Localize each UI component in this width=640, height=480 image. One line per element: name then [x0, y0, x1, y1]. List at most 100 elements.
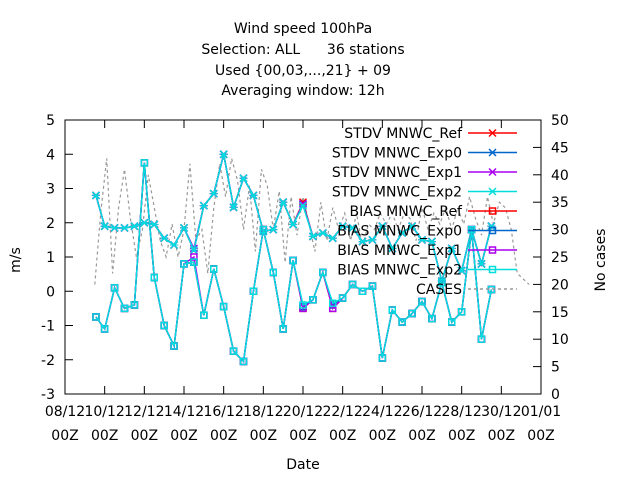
data-point: [269, 268, 277, 277]
legend-marker: [488, 226, 497, 235]
data-point: [92, 313, 100, 321]
y2-tick-label: 45: [551, 140, 569, 156]
series-line: [95, 162, 493, 364]
title-line-1: Wind speed 100hPa: [234, 21, 372, 37]
legend-entry: STDV MNWC_Exp0: [332, 146, 517, 162]
legend-label: BIAS MNWC_Ref: [350, 204, 464, 220]
axes: -3-2-10123450510152025303540455008/1200Z…: [41, 113, 569, 444]
cases-line: [94, 158, 530, 285]
y2-tick-label: 15: [551, 305, 569, 321]
data-point: [229, 347, 238, 355]
data-point: [249, 287, 258, 295]
x-tick-time: 00Z: [131, 428, 158, 444]
data-point: [329, 299, 337, 307]
data-point: [467, 225, 476, 234]
x-tick-date: 18/12: [243, 404, 283, 420]
y2-tick-label: 50: [551, 113, 569, 129]
data-point: [358, 287, 367, 295]
y2-tick-label: 35: [551, 195, 569, 211]
data-point: [180, 260, 188, 268]
x-tick-time: 00Z: [329, 428, 356, 444]
y-axis-label: m/s: [8, 247, 24, 273]
data-point: [309, 296, 317, 304]
x-tick-time: 00Z: [448, 428, 475, 444]
cases-layer: [94, 158, 530, 285]
x-tick-date: 30/12: [481, 404, 521, 420]
y-tick-label: 4: [46, 147, 55, 163]
x-tick-date: 26/12: [402, 404, 442, 420]
data-point: [210, 265, 218, 273]
data-point: [398, 318, 406, 326]
x-tick-date: 12/12: [124, 404, 164, 420]
x-tick-time: 00Z: [210, 428, 237, 444]
y-tick-label: 0: [46, 284, 55, 300]
data-point: [150, 273, 158, 282]
data-point: [110, 284, 119, 292]
title-line-2: Selection: ALL 36 stations: [201, 42, 404, 58]
legend-label: STDV MNWC_Exp2: [332, 185, 462, 201]
data-point: [239, 357, 248, 366]
data-point: [130, 301, 139, 309]
legend-entry: CASES: [416, 282, 517, 298]
legend: STDV MNWC_Ref STDV MNWC_Exp0 STDV MNWC_Exp…: [332, 126, 517, 298]
x-tick-date: 16/12: [203, 404, 243, 420]
legend-marker: [488, 265, 497, 274]
legend-entry: BIAS MNWC_Exp0: [337, 224, 517, 240]
legend-label: STDV MNWC_Exp0: [332, 146, 462, 162]
data-point: [299, 301, 307, 309]
legend-label: BIAS MNWC_Exp0: [337, 224, 462, 240]
series-8: [92, 159, 496, 366]
data-point: [289, 256, 297, 265]
x-axis-label: Date: [286, 457, 319, 473]
legend-entry: BIAS MNWC_Exp2: [337, 263, 517, 279]
legend-entry: STDV MNWC_Exp1: [332, 165, 517, 181]
y-tick-label: 1: [46, 250, 55, 266]
data-point: [378, 354, 387, 362]
x-tick-time: 00Z: [369, 428, 396, 444]
y-tick-label: -1: [41, 319, 55, 335]
x-tick-date: 08/12: [45, 404, 85, 420]
x-tick-date: 24/12: [362, 404, 402, 420]
legend-entry: STDV MNWC_Ref: [344, 126, 517, 142]
x-tick-date: 10/12: [84, 404, 124, 420]
x-tick-time: 00Z: [408, 428, 435, 444]
data-point: [120, 304, 129, 313]
y-tick-label: -3: [41, 387, 55, 403]
series-layer: [91, 150, 496, 366]
data-point: [190, 253, 198, 261]
title-line-3: Used {00,03,...,21} + 09: [215, 63, 391, 79]
data-point: [418, 297, 426, 306]
data-point: [368, 282, 377, 290]
legend-label: STDV MNWC_Ref: [344, 126, 463, 142]
legend-entry: STDV MNWC_Exp2: [332, 185, 517, 201]
y2-tick-label: 5: [551, 360, 560, 376]
x-tick-time: 00Z: [91, 428, 118, 444]
data-point: [279, 325, 287, 333]
legend-label: STDV MNWC_Exp1: [332, 165, 462, 181]
x-tick-date: 14/12: [164, 404, 204, 420]
data-point: [329, 304, 337, 313]
y2-axis-label: No cases: [593, 229, 609, 292]
data-point: [319, 268, 327, 277]
data-point: [190, 258, 198, 266]
y2-tick-label: 30: [551, 223, 569, 239]
legend-label: BIAS MNWC_Exp2: [337, 263, 462, 279]
y2-tick-label: 0: [551, 387, 560, 403]
chart-title: Wind speed 100hPa Selection: ALL 36 stat…: [201, 21, 404, 99]
legend-entry: BIAS MNWC_Exp1: [337, 243, 517, 259]
data-point: [160, 321, 168, 330]
x-tick-time: 00Z: [488, 428, 515, 444]
x-tick-time: 00Z: [527, 428, 554, 444]
data-point: [438, 278, 446, 287]
data-point: [140, 159, 149, 167]
x-tick-time: 00Z: [51, 428, 78, 444]
legend-label: BIAS MNWC_Exp1: [337, 243, 462, 259]
data-point: [338, 294, 347, 302]
data-point: [200, 311, 208, 319]
data-point: [259, 225, 268, 234]
title-line-4: Averaging window: 12h: [221, 83, 384, 99]
x-tick-date: 22/12: [322, 404, 362, 420]
data-point: [428, 314, 436, 323]
